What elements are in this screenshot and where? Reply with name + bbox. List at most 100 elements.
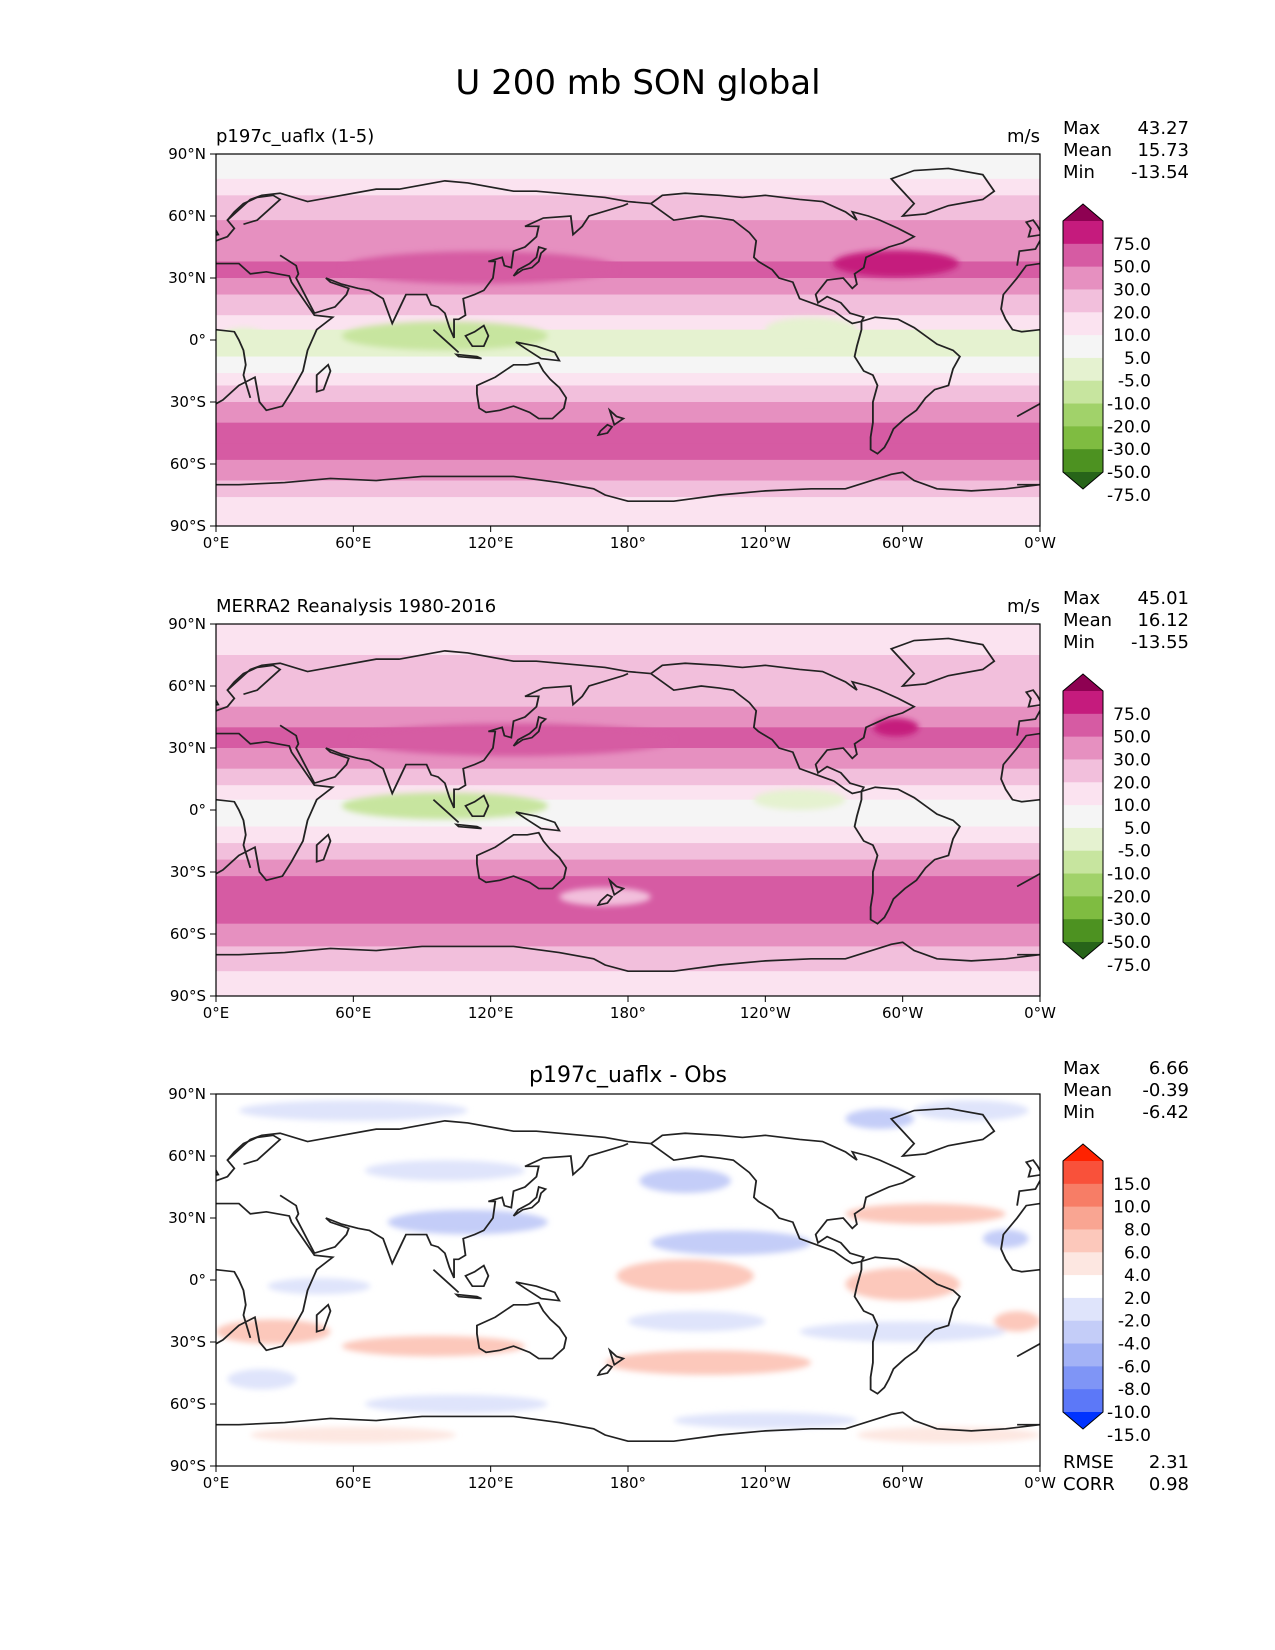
colorbar-label: -2.0 <box>1118 1312 1151 1332</box>
x-tick-label: 120°W <box>740 1004 791 1022</box>
field-feature <box>605 1350 812 1375</box>
colorbar-label: 20.0 <box>1113 773 1151 793</box>
field-band <box>216 459 1040 482</box>
field-feature <box>341 792 548 820</box>
stat-value: -13.55 <box>1131 632 1189 653</box>
colorbar-segment <box>1063 426 1103 450</box>
field-feature <box>267 1278 371 1295</box>
field-band <box>216 195 1040 221</box>
y-tick-label: 0° <box>189 331 206 349</box>
field-band <box>216 706 1040 728</box>
field-feature <box>799 1321 1006 1342</box>
field-feature <box>914 1100 1029 1121</box>
colorbar-segment <box>1063 266 1103 290</box>
field-band <box>216 923 1040 947</box>
stat-value: -13.54 <box>1131 162 1189 183</box>
colorbar-label: 5.0 <box>1124 349 1151 369</box>
stat-value: 16.12 <box>1137 610 1189 631</box>
colorbar-segment <box>1063 1229 1103 1253</box>
colorbar-segment <box>1063 335 1103 359</box>
colorbar-extend-bottom <box>1063 1412 1103 1429</box>
field-feature <box>387 1209 548 1235</box>
colorbar-label: -30.0 <box>1107 440 1151 460</box>
colorbar-segment <box>1063 736 1103 760</box>
y-tick-label: 0° <box>189 1271 206 1289</box>
colorbar-segment <box>1063 449 1103 473</box>
colorbar-label: 10.0 <box>1113 326 1151 346</box>
field-feature <box>650 1230 812 1256</box>
figure-title: U 200 mb SON global <box>455 63 820 103</box>
field-feature <box>994 1311 1040 1332</box>
field-band <box>216 422 1040 444</box>
stat-value: 45.01 <box>1137 588 1189 609</box>
field-band <box>216 340 1040 358</box>
x-tick-label: 60°E <box>335 1004 371 1022</box>
colorbar-segment <box>1063 289 1103 313</box>
colorbar-label: 15.0 <box>1113 1175 1151 1195</box>
colorbar-segment <box>1063 691 1103 715</box>
x-tick-label: 60°E <box>335 534 371 552</box>
y-tick-label: 90°S <box>170 517 206 535</box>
colorbar-label: 75.0 <box>1113 235 1151 255</box>
field-feature <box>341 251 617 285</box>
colorbar-label: -10.0 <box>1107 395 1151 415</box>
colorbar-segment <box>1063 805 1103 829</box>
stat-value: 6.66 <box>1149 1058 1189 1079</box>
colorbar-segment <box>1063 357 1103 382</box>
field-layer <box>216 1094 1040 1466</box>
field-anomalies <box>341 718 919 906</box>
colorbar-label: -4.0 <box>1118 1335 1151 1355</box>
stat-value: 15.73 <box>1137 140 1189 161</box>
colorbar-outline <box>1062 673 1104 960</box>
field-feature <box>238 1100 468 1121</box>
colorbar-segment <box>1063 782 1103 806</box>
colorbar-label: 5.0 <box>1124 819 1151 839</box>
panel-title: p197c_uaflx (1-5) <box>216 126 374 147</box>
y-tick-label: 0° <box>189 801 206 819</box>
colorbar-segment <box>1063 919 1103 943</box>
field-feature <box>628 1311 766 1332</box>
colorbar-label: 8.0 <box>1124 1220 1151 1240</box>
field-feature <box>765 317 857 342</box>
colorbar-segment <box>1063 1366 1103 1390</box>
field-feature <box>216 1319 331 1344</box>
field-feature <box>364 1160 525 1181</box>
y-tick-label: 60°S <box>170 455 206 473</box>
x-tick-label: 120°E <box>468 1474 514 1492</box>
field-band <box>216 443 1040 461</box>
x-tick-label: 60°E <box>335 1474 371 1492</box>
field-band <box>216 294 1040 316</box>
stat-value: -0.39 <box>1142 1080 1189 1101</box>
field-band <box>216 859 1040 877</box>
map-panel-test: 0°E 60°E 120°E 180° 120°W 60°W 0°W 90°N 60°N 30°N… <box>168 118 1189 552</box>
x-tick-label: 60°W <box>882 1004 924 1022</box>
y-tick-label: 30°N <box>168 269 206 287</box>
field-feature <box>616 1259 754 1293</box>
field-anomalies <box>216 1100 1040 1444</box>
field-feature <box>845 1108 915 1130</box>
map-panel-reference: 0°E 60°E 120°E 180° 120°W 60°W 0°W 90°N 60°N 30°N… <box>168 588 1189 1022</box>
colorbar-segment <box>1063 221 1103 245</box>
field-feature <box>845 1267 960 1301</box>
y-tick-label: 30°N <box>168 739 206 757</box>
colorbar-segment <box>1063 1389 1103 1413</box>
x-tick-label: 120°W <box>740 1474 791 1492</box>
colorbar-label: -30.0 <box>1107 910 1151 930</box>
field-feature <box>364 1394 548 1414</box>
colorbar-label: -5.0 <box>1118 842 1151 862</box>
field-band <box>216 971 1040 996</box>
stat-label: Max <box>1063 588 1101 609</box>
colorbar-label: -20.0 <box>1107 887 1151 907</box>
panel-title: p197c_uaflx - Obs <box>529 1063 727 1088</box>
field-feature <box>845 1203 1006 1225</box>
colorbar-segment <box>1063 759 1103 783</box>
field-feature <box>982 1229 1029 1248</box>
x-tick-label: 120°E <box>468 1004 514 1022</box>
field-feature <box>856 1426 1040 1444</box>
field-feature <box>673 1412 857 1429</box>
colorbar-segment <box>1063 850 1103 875</box>
field-band <box>216 329 1040 341</box>
colorbar-label: -50.0 <box>1107 933 1151 953</box>
colorbar-label: 75.0 <box>1113 705 1151 725</box>
